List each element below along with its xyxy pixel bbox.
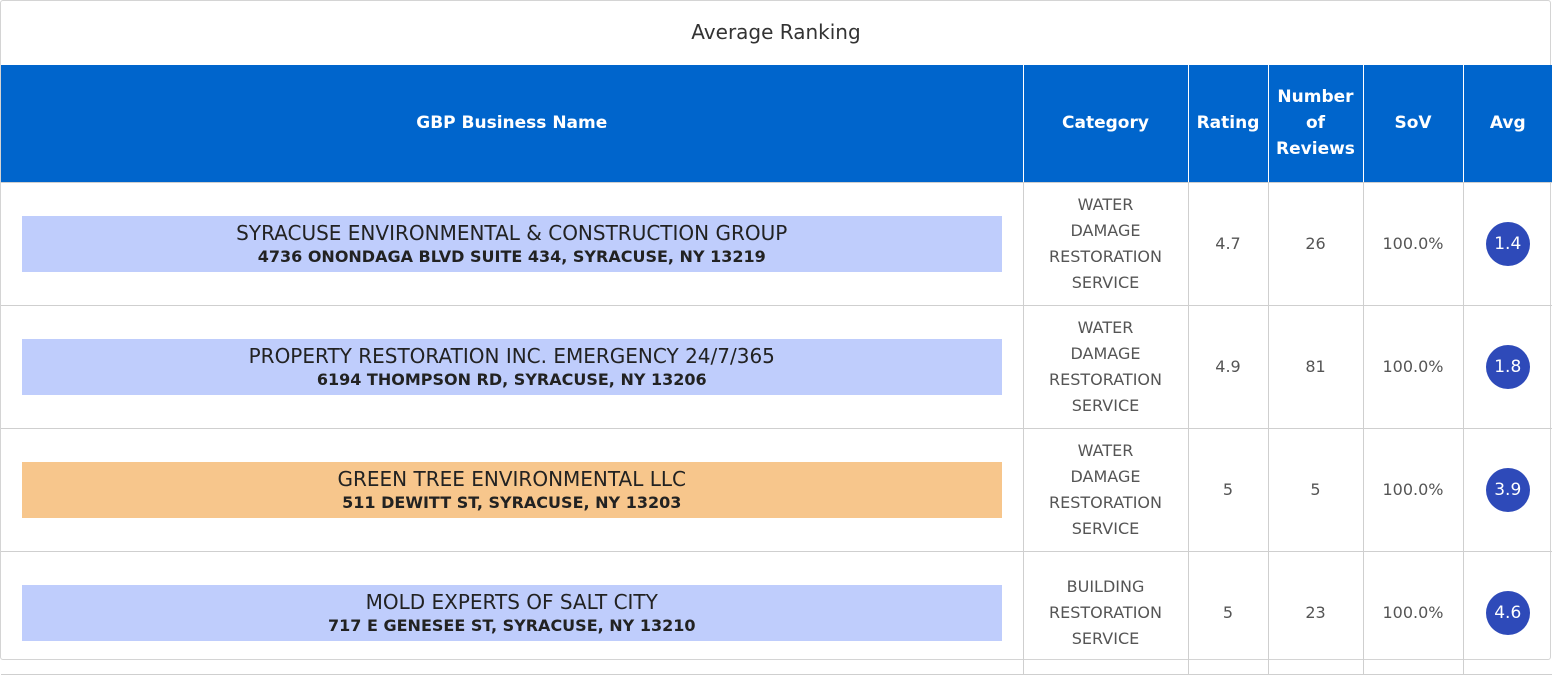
sov-cell: 100.0%	[1362, 305, 1463, 429]
table-row: SYRACUSE ENVIRONMENTAL & CONSTRUCTION GR…	[1, 182, 1552, 306]
business-name: GREEN TREE ENVIRONMENTAL LLC	[337, 466, 686, 491]
category-cell: WATER DAMAGE RESTORATION SERVICE	[1022, 305, 1188, 429]
avg-cell: 4.6	[1462, 551, 1552, 675]
rating-cell: 4.7	[1187, 182, 1268, 306]
ranking-table: GBP Business Name Category Rating Number…	[1, 65, 1552, 675]
category-line: WATER	[1077, 440, 1134, 460]
business-highlight-box: GREEN TREE ENVIRONMENTAL LLC 511 DEWITT …	[22, 461, 1002, 518]
sov-cell: 100.0%	[1362, 182, 1463, 306]
business-address: 6194 THOMPSON RD, SYRACUSE, NY 13206	[316, 369, 707, 389]
business-name: MOLD EXPERTS OF SALT CITY	[365, 589, 658, 614]
reviews-cell: 81	[1267, 305, 1363, 429]
header-sov: SoV	[1362, 65, 1463, 183]
avg-badge: 1.8	[1485, 344, 1530, 389]
table-row: PROPERTY RESTORATION INC. EMERGENCY 24/7…	[1, 305, 1552, 429]
rating-cell: 5	[1187, 428, 1268, 552]
business-highlight-box: MOLD EXPERTS OF SALT CITY 717 E GENESEE …	[22, 584, 1002, 641]
business-address: 511 DEWITT ST, SYRACUSE, NY 13203	[342, 492, 682, 512]
avg-badge: 3.9	[1485, 467, 1530, 512]
header-reviews-line-3: Reviews	[1276, 139, 1355, 160]
category-cell: BUILDING RESTORATION SERVICE	[1022, 551, 1188, 675]
business-address: 4736 ONONDAGA BLVD SUITE 434, SYRACUSE, …	[257, 246, 766, 266]
header-avg: Avg	[1462, 65, 1552, 183]
header-number-of-reviews: Number of Reviews	[1267, 65, 1363, 183]
avg-cell: 1.4	[1462, 182, 1552, 306]
header-business-name: GBP Business Name	[1, 65, 1023, 183]
table-header-row: GBP Business Name Category Rating Number…	[1, 65, 1552, 183]
category-line: RESTORATION	[1049, 492, 1162, 512]
business-cell: GREEN TREE ENVIRONMENTAL LLC 511 DEWITT …	[1, 428, 1023, 552]
business-cell: SYRACUSE ENVIRONMENTAL & CONSTRUCTION GR…	[1, 182, 1023, 306]
category-line: SERVICE	[1071, 628, 1140, 648]
header-reviews-line-2: of	[1305, 113, 1326, 134]
business-highlight-box: PROPERTY RESTORATION INC. EMERGENCY 24/7…	[22, 338, 1002, 395]
business-cell: MOLD EXPERTS OF SALT CITY 717 E GENESEE …	[1, 551, 1023, 675]
category-line: DAMAGE	[1070, 343, 1141, 363]
business-address: 717 E GENESEE ST, SYRACUSE, NY 13210	[328, 615, 696, 635]
header-category: Category	[1022, 65, 1188, 183]
rating-cell: 4.9	[1187, 305, 1268, 429]
category-line: RESTORATION	[1049, 246, 1162, 266]
panel-title: Average Ranking	[691, 20, 861, 44]
header-rating: Rating	[1187, 65, 1268, 183]
category-line: DAMAGE	[1070, 220, 1141, 240]
avg-cell: 1.8	[1462, 305, 1552, 429]
sov-cell: 100.0%	[1362, 428, 1463, 552]
sov-cell: 100.0%	[1362, 551, 1463, 675]
category-line: SERVICE	[1071, 272, 1140, 292]
header-reviews-line-1: Number	[1277, 87, 1354, 108]
category-cell: WATER DAMAGE RESTORATION SERVICE	[1022, 182, 1188, 306]
category-line: DAMAGE	[1070, 466, 1141, 486]
avg-badge: 4.6	[1485, 590, 1530, 635]
reviews-cell: 5	[1267, 428, 1363, 552]
category-line: WATER	[1077, 194, 1134, 214]
business-cell: PROPERTY RESTORATION INC. EMERGENCY 24/7…	[1, 305, 1023, 429]
reviews-cell: 26	[1267, 182, 1363, 306]
table-row: GREEN TREE ENVIRONMENTAL LLC 511 DEWITT …	[1, 428, 1552, 552]
avg-badge: 1.4	[1485, 221, 1530, 266]
category-cell: WATER DAMAGE RESTORATION SERVICE	[1022, 428, 1188, 552]
category-line: RESTORATION	[1049, 369, 1162, 389]
business-highlight-box: SYRACUSE ENVIRONMENTAL & CONSTRUCTION GR…	[22, 215, 1002, 272]
table-row: MOLD EXPERTS OF SALT CITY 717 E GENESEE …	[1, 551, 1552, 675]
category-line: SERVICE	[1071, 518, 1140, 538]
business-name: PROPERTY RESTORATION INC. EMERGENCY 24/7…	[248, 343, 775, 368]
rating-cell: 5	[1187, 551, 1268, 675]
avg-cell: 3.9	[1462, 428, 1552, 552]
reviews-cell: 23	[1267, 551, 1363, 675]
category-line: BUILDING	[1066, 576, 1145, 596]
category-line: WATER	[1077, 317, 1134, 337]
category-line: RESTORATION	[1049, 602, 1162, 622]
business-name: SYRACUSE ENVIRONMENTAL & CONSTRUCTION GR…	[236, 220, 788, 245]
category-line: SERVICE	[1071, 395, 1140, 415]
